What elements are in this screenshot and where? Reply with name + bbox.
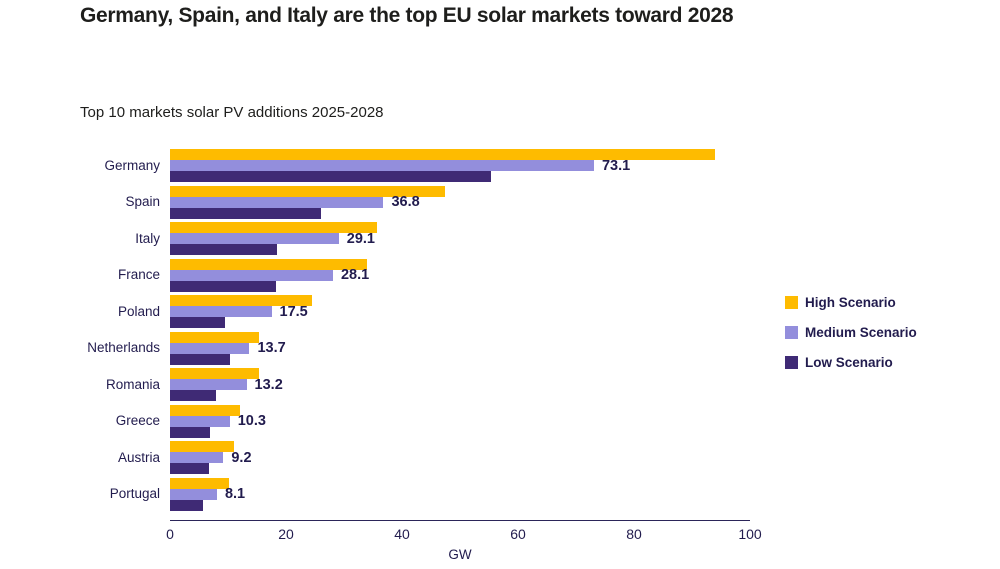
value-label-france: 28.1 — [340, 267, 370, 283]
bar-high-italy — [170, 222, 378, 233]
x-tick-label-80: 80 — [626, 526, 642, 542]
legend-item-high: High Scenario — [785, 295, 917, 310]
bar-medium-poland — [170, 306, 272, 317]
bar-high-romania — [170, 368, 259, 379]
medium-scenario-swatch-icon — [785, 326, 798, 339]
x-tick-label-20: 20 — [278, 526, 294, 542]
x-axis-line — [170, 520, 750, 521]
value-label-poland: 17.5 — [279, 303, 308, 320]
category-label-romania: Romania — [105, 376, 160, 392]
category-label-poland: Poland — [117, 303, 160, 319]
bar-high-austria — [170, 441, 234, 452]
bar-low-france — [170, 280, 277, 292]
value-label-austria: 9.2 — [231, 449, 252, 466]
legend: High Scenario Medium Scenario Low Scenar… — [785, 295, 917, 386]
value-label-romania: 13.2 — [254, 376, 283, 393]
x-tick-label-60: 60 — [510, 526, 526, 542]
bar-medium-greece — [170, 415, 230, 427]
bar-medium-austria — [170, 452, 224, 463]
bar-low-netherlands — [170, 353, 230, 365]
value-label-italy: 29.1 — [346, 230, 375, 247]
bar-low-portugal — [170, 499, 204, 511]
page-title: Germany, Spain, and Italy are the top EU… — [80, 4, 734, 27]
chart-subtitle: Top 10 markets solar PV additions 2025-2… — [80, 104, 384, 121]
bar-low-spain — [170, 207, 321, 219]
bar-high-greece — [170, 404, 240, 416]
low-scenario-swatch-icon — [785, 356, 798, 369]
bar-medium-france — [170, 269, 333, 281]
bar-medium-portugal — [170, 488, 217, 500]
x-tick-label-0: 0 — [166, 526, 174, 542]
x-tick-label-100: 100 — [738, 526, 762, 542]
legend-label-low: Low Scenario — [805, 355, 893, 370]
bar-high-spain — [170, 185, 445, 197]
category-label-netherlands: Netherlands — [87, 340, 160, 355]
bar-high-germany — [170, 149, 716, 160]
bar-medium-italy — [170, 233, 339, 244]
value-label-netherlands: 13.7 — [257, 340, 286, 356]
bar-high-portugal — [170, 477, 230, 489]
category-label-austria: Austria — [117, 449, 160, 465]
category-label-germany: Germany — [104, 157, 160, 173]
bar-low-greece — [170, 426, 211, 438]
bar-high-netherlands — [170, 331, 260, 343]
bar-high-poland — [170, 295, 313, 306]
legend-item-medium: Medium Scenario — [785, 325, 917, 340]
bar-low-germany — [170, 171, 492, 182]
bar-medium-netherlands — [170, 342, 250, 354]
bar-low-romania — [170, 390, 216, 401]
value-label-spain: 36.8 — [391, 194, 420, 210]
category-label-greece: Greece — [115, 413, 160, 428]
bar-low-austria — [170, 463, 209, 474]
bar-medium-germany — [170, 160, 594, 171]
legend-label-high: High Scenario — [805, 295, 896, 310]
category-label-france: France — [117, 267, 160, 282]
bar-low-poland — [170, 317, 225, 328]
x-axis-title: GW — [448, 547, 472, 562]
category-label-portugal: Portugal — [109, 486, 160, 501]
x-tick-label-40: 40 — [394, 526, 410, 542]
value-label-germany: 73.1 — [601, 157, 631, 174]
bar-medium-romania — [170, 379, 247, 390]
high-scenario-swatch-icon — [785, 296, 798, 309]
legend-label-medium: Medium Scenario — [805, 325, 917, 340]
value-label-portugal: 8.1 — [224, 486, 246, 502]
category-label-italy: Italy — [135, 230, 160, 246]
category-label-spain: Spain — [125, 194, 160, 209]
legend-item-low: Low Scenario — [785, 355, 917, 370]
bar-high-france — [170, 258, 368, 270]
bar-low-italy — [170, 244, 278, 255]
value-label-greece: 10.3 — [237, 413, 266, 429]
bar-medium-spain — [170, 196, 384, 208]
